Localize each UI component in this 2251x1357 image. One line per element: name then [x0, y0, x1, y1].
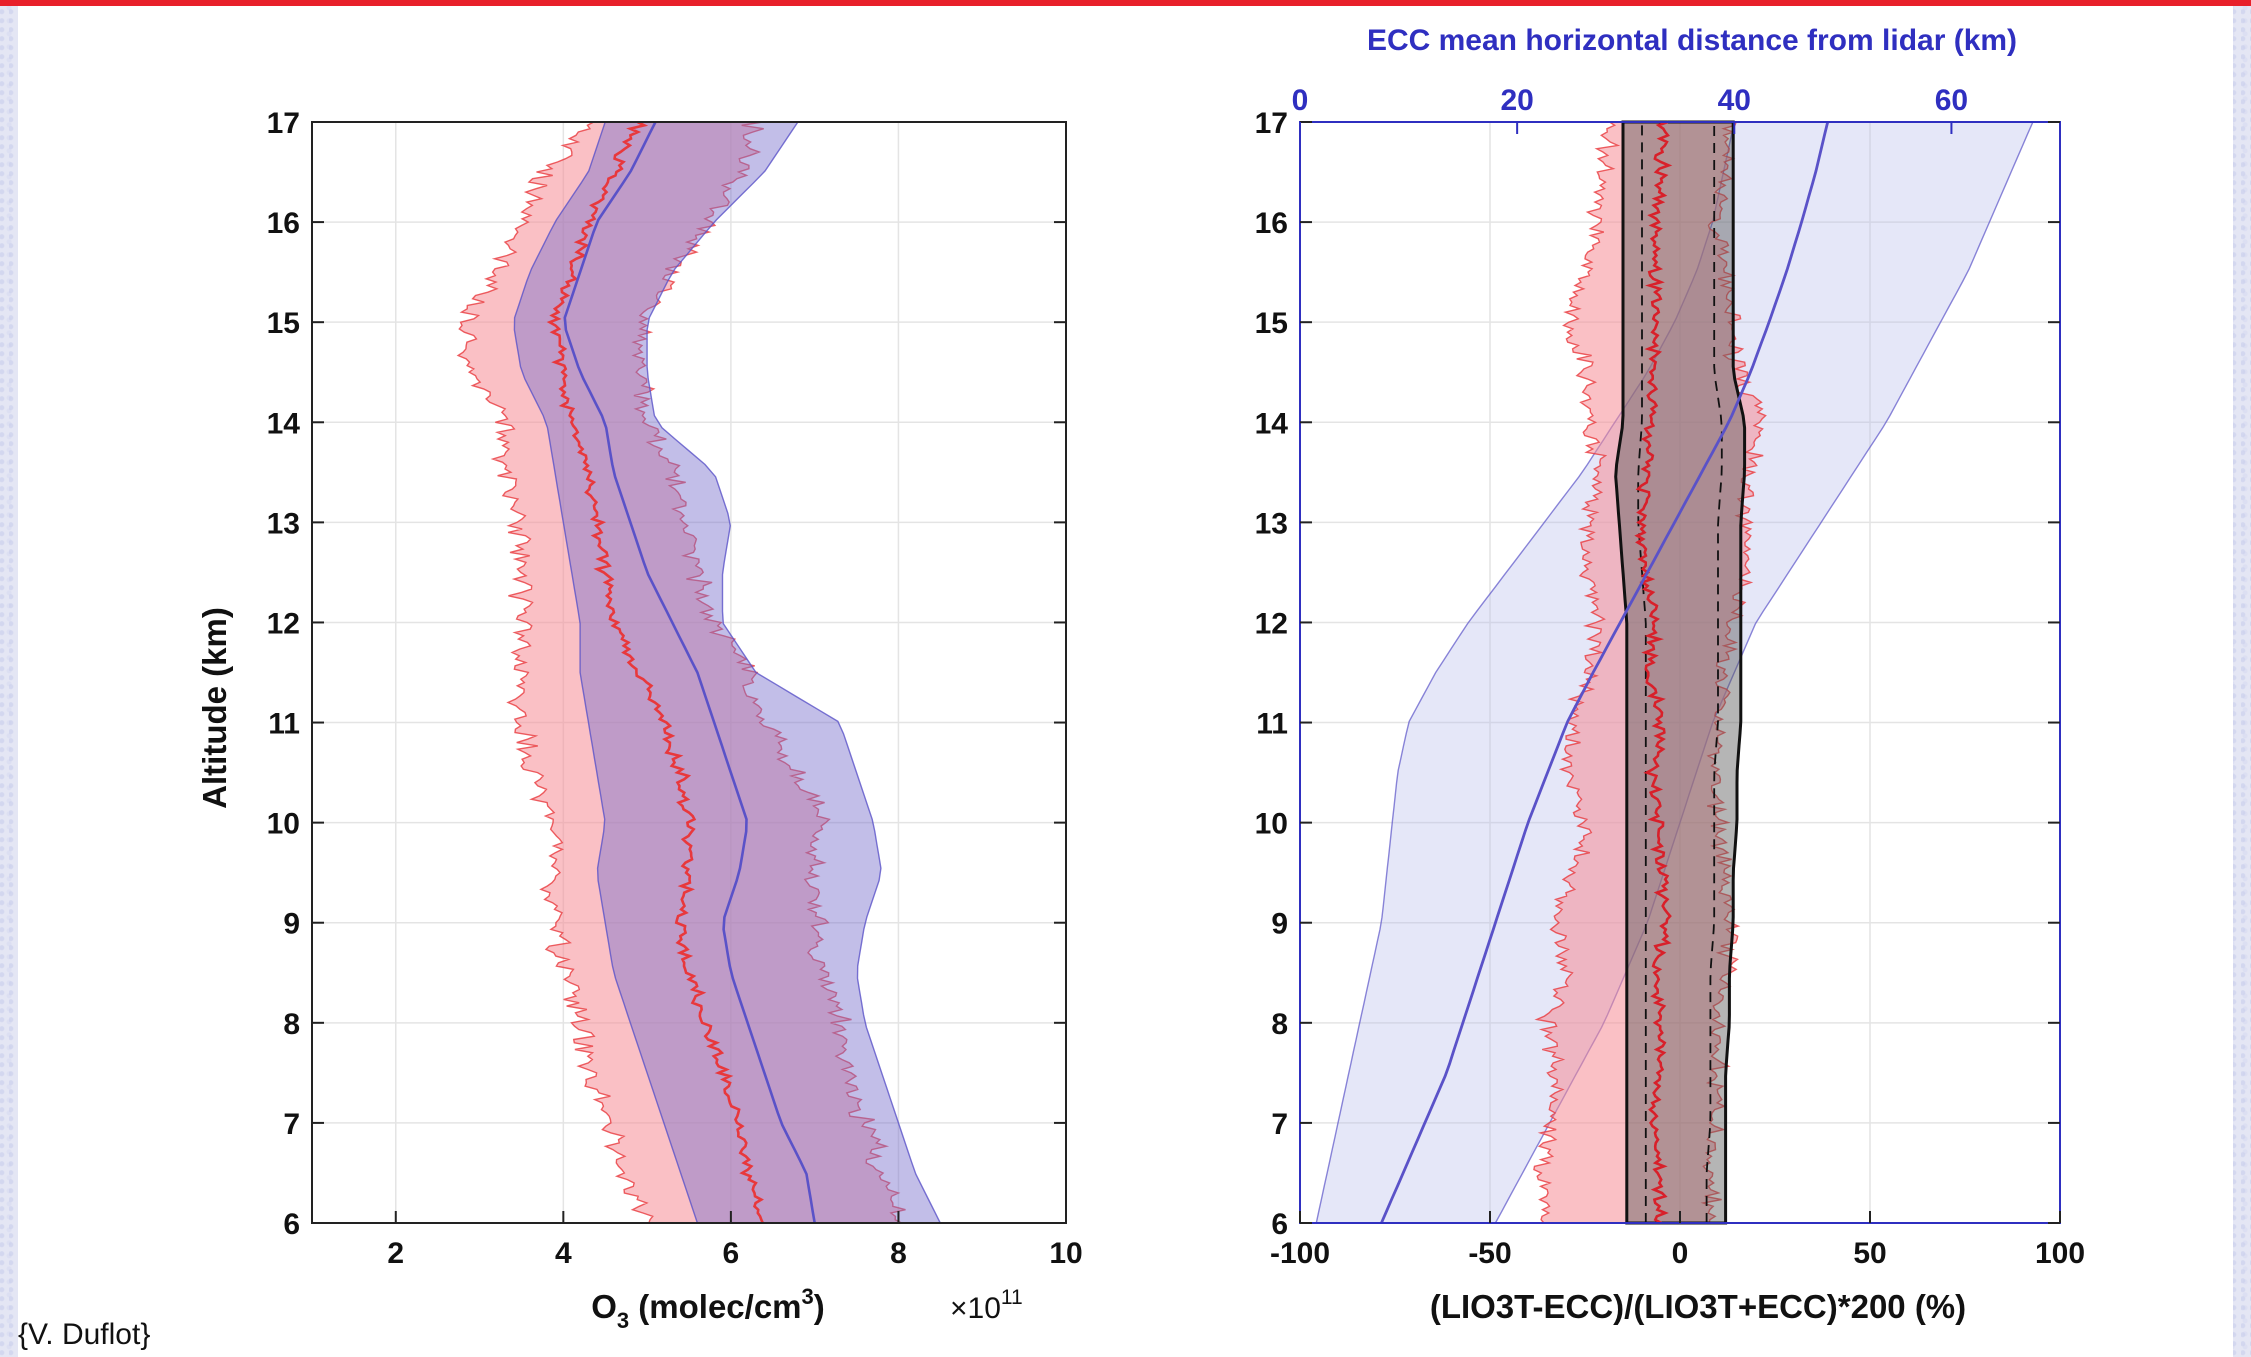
y-tick-label: 6	[1271, 1208, 1288, 1241]
y-tick-label: 15	[1255, 307, 1288, 340]
y-tick-label: 11	[268, 708, 300, 741]
y-tick-label: 8	[1271, 1008, 1288, 1041]
y-tick-label: 9	[283, 908, 300, 941]
axis-labels: Altitude (km) O3 (molec/cm3) ×1011 (LIO3…	[196, 24, 2017, 1333]
difference-mean-line	[1634, 120, 1673, 1225]
uncertainty-inner-line	[1637, 122, 1647, 1223]
x-tick-label: 10	[1049, 1237, 1082, 1270]
x-tick-label: 4	[555, 1237, 572, 1270]
x-tick-label: 2	[387, 1237, 404, 1270]
y-tick-label: 15	[267, 307, 300, 340]
y-tick-label: 16	[1255, 207, 1288, 240]
y-tick-label: 10	[1255, 808, 1288, 841]
y-tick-label: 16	[267, 207, 300, 240]
y-tick-label: 9	[1271, 908, 1288, 941]
y-tick-label: 17	[1255, 107, 1288, 140]
x-tick-label: -50	[1468, 1237, 1511, 1270]
y-tick-label: 10	[267, 808, 300, 841]
y-tick-label: 14	[1255, 407, 1289, 440]
relative-difference-chart: 6 7 8 9 10 11 12 13 14 15 16 17 -100 -50 0 50 100 0 20 40 60	[1255, 84, 2085, 1270]
uncertainty-band	[1614, 120, 1747, 1225]
series-line	[563, 121, 816, 1224]
y-tick-label: 17	[267, 107, 300, 140]
plot-frame	[311, 121, 1067, 1224]
right-top-axis-label: ECC mean horizontal distance from lidar …	[1367, 24, 2017, 57]
x2-tick-label: 20	[1500, 84, 1533, 117]
right-x-axis-label: (LIO3T-ECC)/(LIO3T+ECC)*200 (%)	[1430, 1288, 1966, 1325]
y-tick-label: 8	[283, 1008, 300, 1041]
y-tick-label: 7	[1271, 1108, 1288, 1141]
left-x-axis-multiplier: ×1011	[950, 1286, 1023, 1325]
series-line	[546, 120, 764, 1224]
x2-tick-label: 0	[1292, 84, 1309, 117]
y-tick-label: 11	[1256, 708, 1288, 741]
uncertainty-inner-line	[1705, 122, 1723, 1223]
ozone-profile-chart: 6 7 8 9 10 11 12 13 14 15 16 17 2 4 6 8 10	[267, 107, 1083, 1270]
y-tick-label: 12	[267, 607, 300, 640]
x-tick-label: 0	[1672, 1237, 1689, 1270]
x2-tick-label: 40	[1718, 84, 1751, 117]
distance-mean-line	[1380, 121, 1830, 1224]
left-y-axis-label: Altitude (km)	[196, 607, 233, 809]
y-tick-label: 6	[283, 1208, 300, 1241]
x-tick-label: 50	[1853, 1237, 1886, 1270]
top-banner-strip	[0, 0, 2251, 6]
y-tick-label: 7	[283, 1108, 300, 1141]
y-tick-label: 13	[1255, 507, 1288, 540]
x-tick-label: 8	[890, 1237, 907, 1270]
x-tick-label: 100	[2035, 1237, 2085, 1270]
x-tick-label: 6	[723, 1237, 740, 1270]
x2-tick-label: 60	[1935, 84, 1968, 117]
y-tick-label: 13	[267, 507, 300, 540]
left-x-axis-label: O3 (molec/cm3)	[591, 1284, 825, 1333]
x-tick-label: -100	[1270, 1237, 1330, 1270]
y-tick-label: 12	[1255, 607, 1288, 640]
credit-text: {V. Duflot}	[18, 1318, 151, 1351]
y-tick-label: 14	[267, 407, 301, 440]
